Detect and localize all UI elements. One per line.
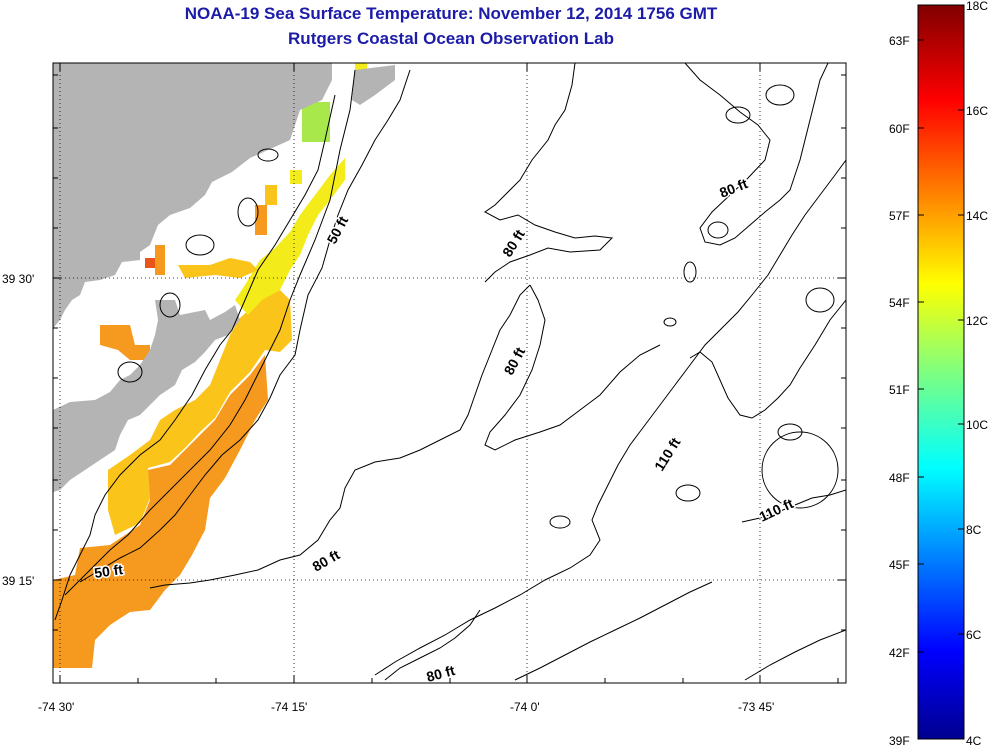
colorbar-fahrenheit-label: 51F [889,383,910,397]
x-tick-label: -74 30' [38,700,75,714]
colorbar-fahrenheit-label: 60F [889,122,910,136]
map-subtitle: Rutgers Coastal Ocean Observation Lab [288,29,614,48]
contour-label: 50 ft [93,561,124,581]
contour-label: 80 ft [499,226,528,259]
contour-label: 110 ft [651,434,684,473]
x-tick-label: -73 45' [738,700,775,714]
colorbar-fahrenheit-label: 57F [889,209,910,223]
sst-bay-patch [178,258,258,278]
y-tick-label: 39 30' [2,272,35,286]
colorbar-fahrenheit-label: 54F [889,296,910,310]
colorbar-celsius-label: 16C [966,104,989,118]
contour-label: 80 ft [717,175,750,201]
contour-label: 80 ft [310,546,343,574]
land-new-jersey [53,63,332,492]
axis-ticks [53,63,846,683]
colorbar-fahrenheit-label: 42F [889,646,910,660]
bay-water [75,325,118,380]
colorbar-celsius-label: 4C [966,734,982,748]
sst-warm-region [53,355,268,668]
map-title: NOAA-19 Sea Surface Temperature: Novembe… [184,4,718,23]
colorbar-fahrenheit-label: 45F [889,558,910,572]
colorbar-celsius-label: 8C [966,523,982,537]
x-tick-label: -74 0' [510,700,540,714]
colorbar-celsius-label: 6C [966,628,982,642]
land-island [352,65,395,105]
colorbar-fahrenheit-label: 63F [889,34,910,48]
contour-label: 80 ft [425,662,457,685]
colorbar-celsius-label: 12C [966,314,989,328]
colorbar-ticks [918,39,964,653]
contour-label: 80 ft [501,344,529,377]
x-tick-label: -74 15' [271,700,308,714]
sst-cool-region [235,158,345,315]
sst-nearshore-patch [100,325,150,360]
bathymetry-contours [64,63,846,681]
map-content: 50 ft 50 ft 80 ft 80 ft 80 ft 80 ft 80 f… [53,63,846,685]
y-tick-label: 39 15' [2,574,35,588]
coastline [54,94,336,621]
colorbar-fahrenheit-label: 39F [889,734,910,748]
sst-field [53,63,367,668]
colorbar-celsius-label: 18C [966,0,989,13]
colorbar [917,4,965,740]
colorbar-celsius-label: 14C [966,209,989,223]
colorbar-celsius-label: 10C [966,418,989,432]
contour-label: 50 ft [324,213,352,246]
sst-mid-region [108,290,292,535]
colorbar-fahrenheit-label: 48F [889,471,910,485]
